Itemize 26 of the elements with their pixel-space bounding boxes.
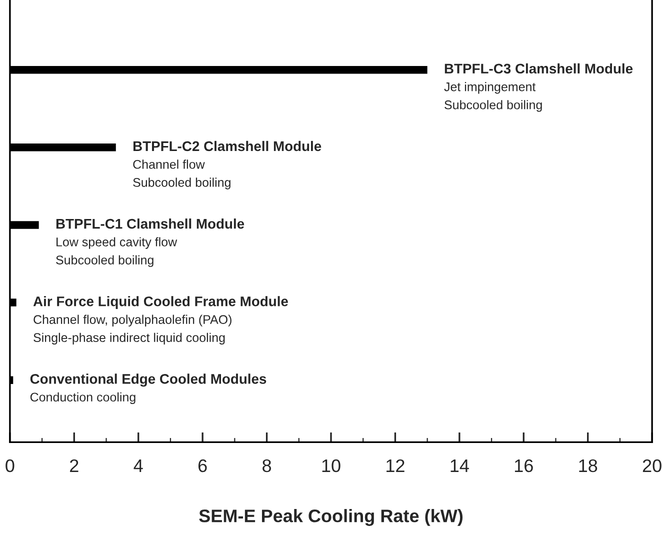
x-tick-label: 4 <box>134 460 143 472</box>
x-tick-label: 0 <box>6 459 14 472</box>
annotation: Channel flow, polyalphaolefin (PAO) <box>34 314 232 326</box>
annotation: Low speed cavity flow <box>56 237 178 249</box>
x-tick-label: 16 <box>514 459 533 472</box>
x-tick-label: 10 <box>322 459 340 472</box>
y-tick-label: BTPFL-C3 Clamshell Module <box>444 63 633 74</box>
annotation: Conduction cooling <box>30 392 136 404</box>
y-tick-label: Air Force Liquid Cooled Frame Module <box>33 296 288 310</box>
y-tick-label: BTPFL-C2 Clamshell Module <box>133 140 322 152</box>
x-tick-label: 20 <box>642 459 662 472</box>
x-tick-label: 12 <box>386 459 404 472</box>
x-tick-label: 6 <box>198 459 207 472</box>
x-tick-label: 2 <box>70 459 78 472</box>
annotation: Single-phase indirect liquid cooling <box>34 332 225 344</box>
y-tick-label: BTPFL-C1 Clamshell Module <box>56 218 244 229</box>
x-axis-title: SEM-E Peak Cooling Rate (kW) <box>199 509 463 526</box>
annotation: Subcooled boiling <box>56 255 154 267</box>
annotation: Subcooled boiling <box>444 100 542 112</box>
annotation: Subcooled boiling <box>133 178 230 190</box>
x-tick-label: 18 <box>579 459 598 472</box>
annotation: Channel flow <box>133 160 205 169</box>
x-tick-label: 8 <box>262 459 272 472</box>
x-tick-label: 14 <box>450 460 469 472</box>
y-tick-label: Conventional Edge Cooled Modules <box>30 374 266 387</box>
annotation: Jet impingement <box>444 82 536 94</box>
